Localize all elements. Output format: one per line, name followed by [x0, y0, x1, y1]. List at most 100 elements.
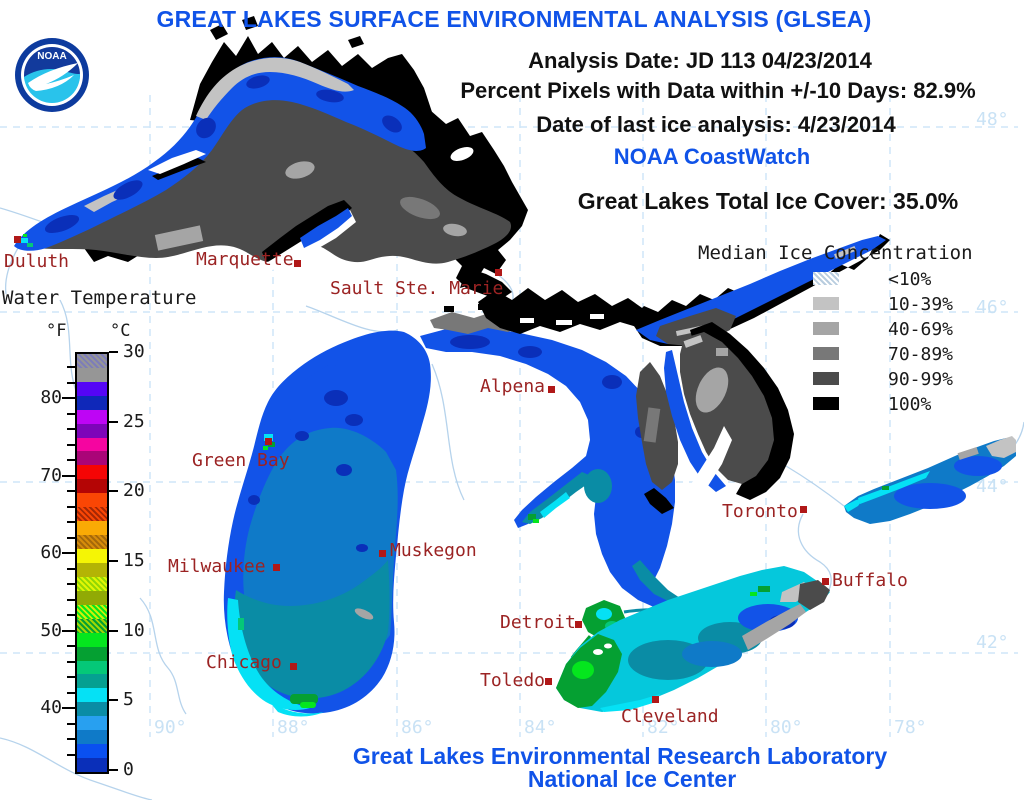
colorbar-cell [77, 618, 107, 633]
shoreline [0, 737, 153, 800]
superior-cyan-speck [20, 238, 28, 243]
lon-grid-label: 78° [894, 717, 927, 738]
michigan-navy-patch [336, 464, 352, 476]
michigan-navy-patch [345, 414, 363, 426]
colorbar-cell [77, 521, 107, 536]
saginaw-mouth-teal [584, 469, 612, 503]
city-label-buffalo: Buffalo [832, 570, 908, 591]
city-marker-green-bay [265, 438, 272, 445]
city-label-cleveland: Cleveland [621, 706, 719, 727]
shoreline [139, 597, 187, 715]
ice-swatch-label: 40-69% [888, 319, 954, 340]
ice-swatch-label: 100% [888, 394, 932, 415]
colorbar-cell [77, 507, 107, 522]
colorbar-cell [77, 660, 107, 675]
city-label-alpena: Alpena [480, 376, 545, 397]
ontario-cyan-west-tip [844, 498, 864, 512]
lon-grid-label: 86° [401, 717, 434, 738]
michigan-lime-chicago [300, 702, 316, 708]
keweenaw-ice-100-ridge [262, 200, 352, 262]
michigan-spring-west [238, 618, 244, 630]
noaa-seagull-icon [28, 63, 78, 91]
city-marker-duluth [14, 236, 21, 243]
lon-grid-label: 88° [277, 717, 310, 738]
city-marker-buffalo [822, 578, 829, 585]
city-marker-toronto [800, 506, 807, 513]
colorbar-cell [77, 562, 107, 577]
lon-grid-label: 82° [647, 717, 680, 738]
city-marker-toledo [545, 678, 552, 685]
keweenaw-bay-water [300, 208, 352, 248]
shoreline [797, 513, 832, 593]
superior-ice-10-39-topband [196, 57, 354, 120]
city-marker-milwaukee [273, 564, 280, 571]
green-bay-arm [257, 360, 338, 450]
colorbar-cell [77, 674, 107, 689]
superior-islet [210, 24, 228, 40]
percent-pixels-line: Percent Pixels with Data within +/-10 Da… [460, 78, 976, 103]
superior-open-water-band [14, 57, 426, 251]
lat-grid-label: 42° [976, 632, 1009, 653]
lat-grid-label: 48° [976, 109, 1009, 130]
lake-ontario [844, 436, 1016, 524]
georgian-west-water-strip [664, 350, 726, 492]
shoreline [496, 273, 514, 303]
huron-teal-se-fringe [632, 560, 680, 602]
colorbar-cell [77, 604, 107, 619]
michigan-navy-patch [295, 431, 309, 441]
huron-base-water [420, 327, 686, 612]
water-temp-title: Water Temperature [2, 287, 196, 309]
erie-island [593, 649, 603, 655]
superior-islet [242, 16, 258, 30]
colorbar-cell [77, 716, 107, 731]
ice-swatch-0 [813, 272, 839, 285]
noaa-logo-text: NOAA [37, 51, 66, 62]
city-marker-detroit [575, 621, 582, 628]
north-channel-island [590, 314, 604, 319]
ice-swatch-label: 10-39% [888, 294, 954, 315]
ice-swatch-label: 70-89% [888, 344, 954, 365]
footer-nic-line: National Ice Center [527, 766, 737, 792]
city-label-milwaukee: Milwaukee [168, 556, 266, 577]
shoreline [785, 465, 845, 507]
superior-islet [348, 36, 364, 48]
temperature-colorbar [75, 352, 109, 774]
shoreline [4, 247, 19, 295]
city-label-chicago: Chicago [206, 652, 282, 673]
page-title: GREAT LAKES SURFACE ENVIRONMENTAL ANALYS… [156, 6, 872, 32]
shoreline [431, 363, 465, 501]
bruce-band-ice-70-89 [643, 407, 661, 443]
colorbar-cell [77, 758, 107, 772]
erie-lime-west [572, 661, 594, 679]
ontario-ice-40-69-streak [957, 447, 979, 460]
erie-ice-90-99-buffalo [798, 580, 830, 610]
city-marker-muskegon [379, 550, 386, 557]
colorbar-cell [77, 479, 107, 494]
erie-lime-longpoint [750, 592, 757, 596]
saginaw-green-dot [528, 514, 536, 520]
michigan-gray-streak [354, 608, 374, 620]
ice-swatch-2 [813, 322, 839, 335]
ice-swatch-label: 90-99% [888, 369, 954, 390]
footer-lab-line: Great Lakes Environmental Research Labor… [352, 743, 888, 769]
lake-michigan [223, 330, 431, 717]
huron-navy-patch [450, 335, 490, 349]
unit-c-label: °C [110, 321, 130, 341]
bruce-band-ice-100-tip [644, 488, 674, 514]
shoreline [305, 305, 399, 333]
st-clair-cyan [596, 608, 612, 620]
straits-ice-100 [444, 306, 454, 312]
superior-white-gap [450, 147, 474, 161]
superior-ice-100-sault [456, 266, 512, 300]
ice-swatch-1 [813, 297, 839, 310]
colorbar-cell [77, 451, 107, 466]
green-bay-cyan-tip [264, 434, 273, 441]
city-marker-cleveland [652, 696, 659, 703]
colorbar-cell [77, 702, 107, 717]
last-ice-line: Date of last ice analysis: 4/23/2014 [536, 112, 896, 137]
erie-green-longpoint [758, 586, 770, 592]
colorbar-cell [77, 688, 107, 703]
michigan-navy-patch [356, 544, 368, 552]
colorbar-cell [77, 549, 107, 563]
